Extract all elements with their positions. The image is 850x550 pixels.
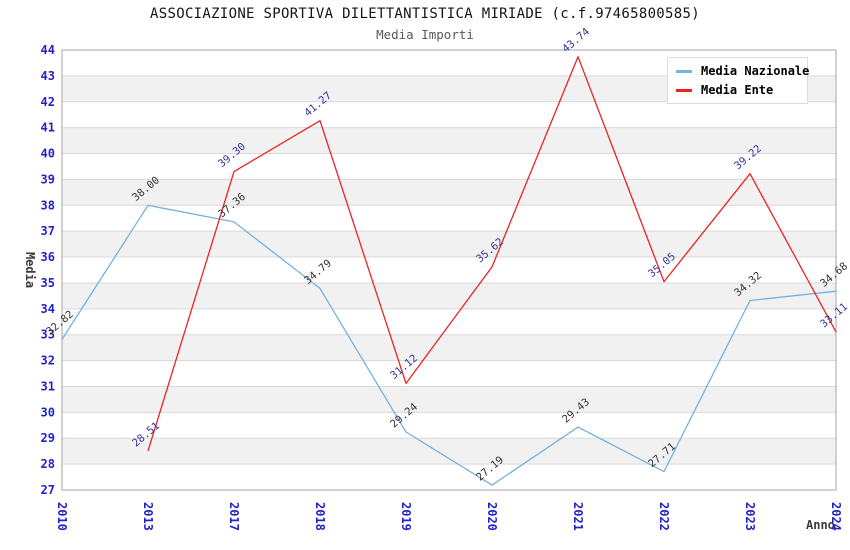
x-tick-2022: 2022 bbox=[657, 502, 671, 531]
legend-marker-media-ente bbox=[676, 88, 692, 92]
x-axis-title: Anno bbox=[806, 518, 835, 532]
x-tick-2010: 2010 bbox=[55, 502, 69, 531]
svg-text:37: 37 bbox=[41, 224, 55, 238]
legend-marker-media-nazionale bbox=[676, 69, 692, 73]
svg-text:42: 42 bbox=[41, 95, 55, 109]
svg-text:34: 34 bbox=[41, 302, 55, 316]
x-tick-2024: 2024 bbox=[829, 502, 843, 531]
svg-text:39: 39 bbox=[41, 172, 55, 186]
svg-text:30: 30 bbox=[41, 405, 55, 419]
legend-item-media-nazionale: Media Nazionale bbox=[676, 63, 809, 79]
x-axis-tick-labels: 2010 2013 2017 2018 2019 2020 2021 2022 2023 2024 bbox=[55, 502, 843, 531]
legend: Media Nazionale Media Ente bbox=[667, 57, 809, 104]
svg-text:38: 38 bbox=[41, 198, 55, 212]
x-tick-2023: 2023 bbox=[743, 502, 757, 531]
y-axis-tick-labels: 27 28 29 30 31 32 33 34 35 36 37 38 39 40 41 42 43 44 bbox=[41, 43, 55, 497]
svg-text:33: 33 bbox=[41, 328, 55, 342]
line-media-nazionale bbox=[61, 204, 837, 486]
svg-text:29: 29 bbox=[41, 431, 55, 445]
svg-text:27: 27 bbox=[41, 483, 55, 497]
svg-text:35: 35 bbox=[41, 276, 55, 290]
svg-text:32: 32 bbox=[41, 354, 55, 368]
x-tick-2017: 2017 bbox=[227, 502, 241, 531]
x-tick-2013: 2013 bbox=[141, 502, 155, 531]
svg-text:31: 31 bbox=[41, 379, 55, 393]
chart-title: ASSOCIAZIONE SPORTIVA DILETTANTISTICA MI… bbox=[150, 6, 700, 22]
line-media-ente bbox=[147, 56, 837, 452]
x-tick-2020: 2020 bbox=[485, 502, 499, 531]
svg-text:41: 41 bbox=[41, 121, 55, 135]
plot-border bbox=[61, 49, 837, 491]
legend-label-media-ente: Media Ente bbox=[701, 83, 774, 97]
x-tick-2018: 2018 bbox=[313, 502, 327, 531]
x-tick-2019: 2019 bbox=[399, 502, 413, 531]
y-axis-title: Media bbox=[23, 252, 37, 288]
svg-text:43.74: 43.74 bbox=[560, 26, 592, 56]
legend-label-media-nazionale: Media Nazionale bbox=[701, 64, 810, 78]
svg-text:40: 40 bbox=[41, 147, 55, 161]
legend-item-media-ente: Media Ente bbox=[676, 82, 799, 98]
svg-text:36: 36 bbox=[41, 250, 55, 264]
chart-subtitle: Media Importi bbox=[376, 27, 474, 42]
plot-bands bbox=[62, 75, 836, 465]
x-tick-2021: 2021 bbox=[571, 502, 585, 531]
svg-text:34.79: 34.79 bbox=[302, 257, 334, 287]
svg-text:44: 44 bbox=[41, 43, 55, 57]
svg-text:43: 43 bbox=[41, 69, 55, 83]
svg-text:28: 28 bbox=[41, 457, 55, 471]
value-labels-media-nazionale: 32.8238.0037.3634.7929.2427.1929.4327.71… bbox=[44, 174, 850, 483]
